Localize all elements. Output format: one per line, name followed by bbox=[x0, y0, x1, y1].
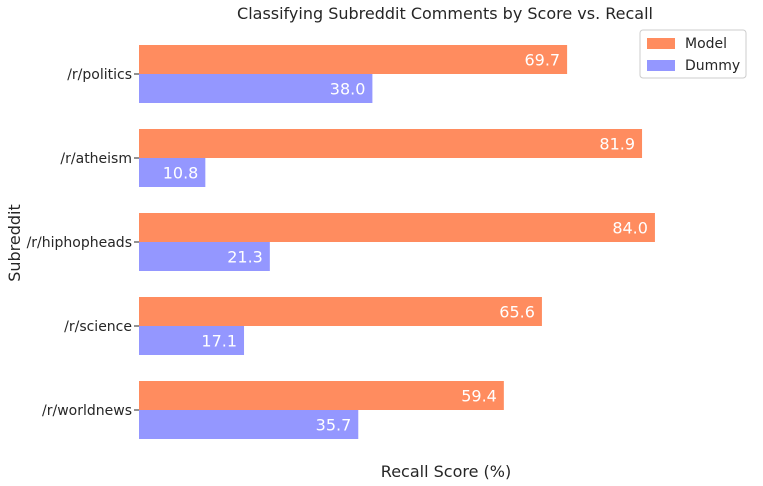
bar-dummy-r-hiphopheads bbox=[139, 242, 270, 271]
legend-swatch-dummy bbox=[647, 60, 675, 71]
y-tick-label-r-science: /r/science bbox=[64, 319, 132, 335]
value-label-model-r-hiphopheads: 84.0 bbox=[612, 219, 648, 238]
bar-model-r-worldnews bbox=[139, 381, 504, 410]
plot-area: /r/politics 69.7 38.0/r/atheism 81.9 10.8/r/… bbox=[27, 45, 655, 439]
chart-title: Classifying Subreddit Comments by Score … bbox=[237, 4, 653, 23]
legend-swatch-model bbox=[647, 38, 675, 49]
bar-model-r-politics bbox=[139, 45, 568, 74]
y-tick-label-r-politics: /r/politics bbox=[67, 67, 132, 83]
value-label-model-r-politics: 69.7 bbox=[524, 51, 560, 70]
legend-label-dummy: Dummy bbox=[685, 58, 740, 74]
value-label-model-r-worldnews: 59.4 bbox=[461, 387, 497, 406]
value-label-dummy-r-atheism: 10.8 bbox=[163, 164, 199, 183]
value-label-dummy-r-hiphopheads: 21.3 bbox=[227, 248, 263, 267]
bar-dummy-r-atheism bbox=[139, 158, 206, 187]
y-tick-label-r-worldnews: /r/worldnews bbox=[42, 403, 132, 419]
bar-dummy-r-worldnews bbox=[139, 410, 359, 439]
x-axis-label: Recall Score (%) bbox=[381, 462, 511, 481]
y-tick-label-r-hiphopheads: /r/hiphopheads bbox=[27, 235, 132, 251]
legend: Model Dummy bbox=[639, 29, 747, 79]
bar-dummy-r-science bbox=[139, 326, 245, 355]
bar-model-r-hiphopheads bbox=[139, 213, 655, 242]
bar-model-r-atheism bbox=[139, 129, 643, 158]
bar-dummy-r-politics bbox=[139, 74, 373, 103]
legend-label-model: Model bbox=[685, 36, 727, 52]
value-label-dummy-r-science: 17.1 bbox=[201, 332, 237, 351]
value-label-model-r-science: 65.6 bbox=[499, 303, 535, 322]
y-tick-label-r-atheism: /r/atheism bbox=[60, 151, 132, 167]
value-label-dummy-r-politics: 38.0 bbox=[330, 80, 366, 99]
value-label-dummy-r-worldnews: 35.7 bbox=[316, 416, 352, 435]
value-label-model-r-atheism: 81.9 bbox=[599, 135, 635, 154]
bar-model-r-science bbox=[139, 297, 542, 326]
y-axis-label: Subreddit bbox=[5, 204, 24, 282]
